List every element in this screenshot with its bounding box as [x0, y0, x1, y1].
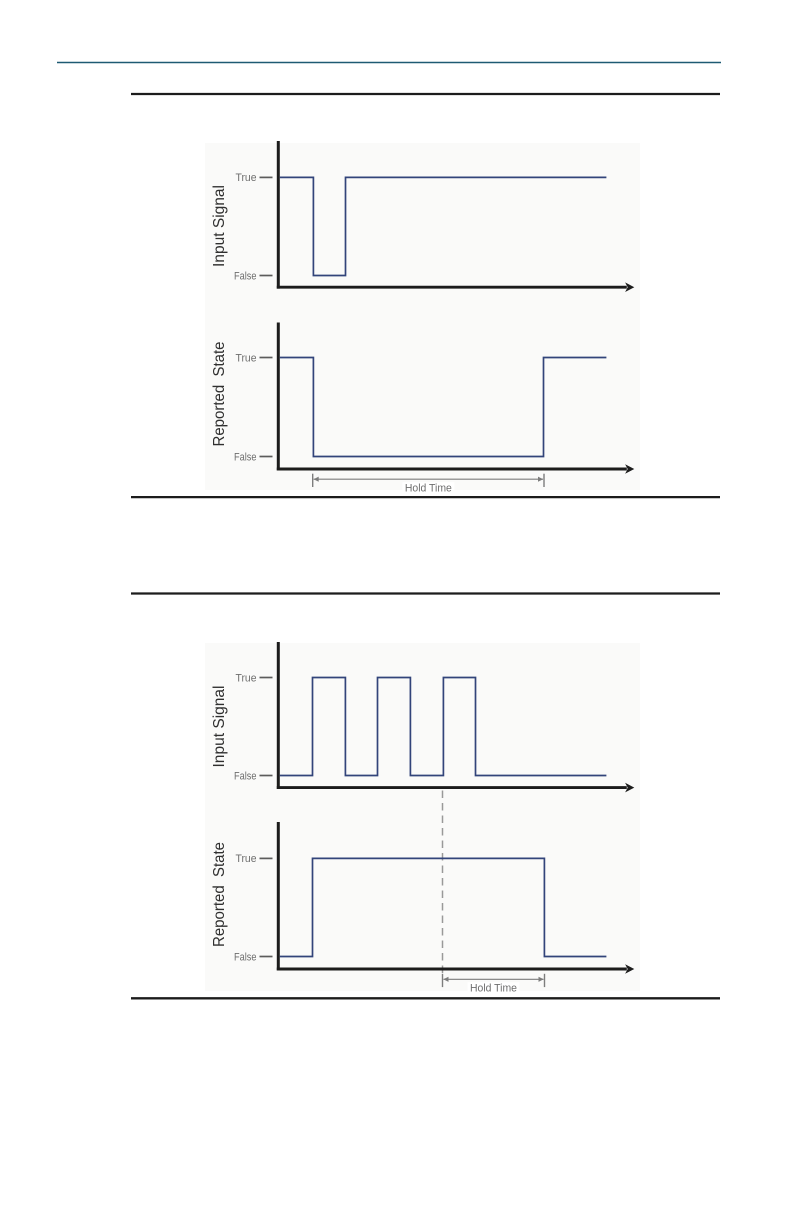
svg-text:Reported State: Reported State: [211, 342, 228, 447]
svg-text:True: True: [236, 672, 257, 684]
svg-text:False: False: [234, 770, 257, 782]
svg-text:True: True: [236, 172, 257, 184]
svg-text:False: False: [234, 451, 257, 463]
svg-text:True: True: [236, 352, 257, 364]
svg-text:Input Signal: Input Signal: [211, 686, 228, 768]
svg-text:False: False: [234, 951, 257, 963]
svg-text:Hold Time: Hold Time: [405, 482, 452, 494]
svg-text:Reported State: Reported State: [211, 842, 228, 947]
svg-text:True: True: [236, 853, 257, 865]
svg-text:Hold Time: Hold Time: [470, 982, 517, 994]
svg-text:False: False: [234, 270, 257, 282]
svg-text:Input Signal: Input Signal: [211, 185, 228, 267]
